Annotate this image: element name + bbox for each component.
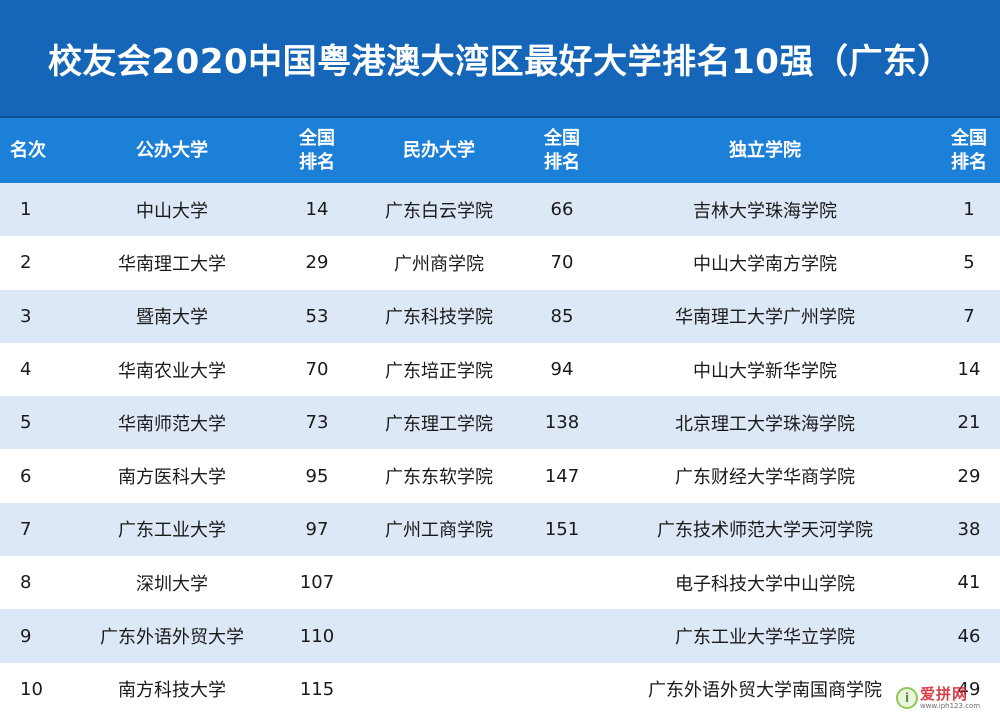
cell-private: 广东培正学院 (385, 360, 493, 382)
table-row: 3 暨南大学 53 广东科技学院 85 华南理工大学广州学院 7 (0, 289, 1000, 343)
cell-public-rank: 14 (305, 199, 329, 221)
table-row: 10 南方科技大学 115 广东外语外贸大学南国商学院 49 (0, 662, 1000, 716)
cell-independent: 广东技术师范大学天河学院 (657, 520, 873, 542)
table-row: 7 广东工业大学 97 广州工商学院 151 广东技术师范大学天河学院 38 (0, 502, 1000, 557)
cell-rank: 8 (20, 572, 32, 594)
cell-independent-rank: 7 (963, 305, 975, 327)
cell-private-rank: 138 (544, 412, 580, 434)
cell-rank: 2 (20, 252, 32, 274)
cell-public: 广东外语外贸大学 (100, 627, 244, 649)
cell-public-rank: 70 (305, 359, 329, 381)
header-public-rank: 全国 排名 (299, 127, 335, 173)
table-row: 6 南方医科大学 95 广东东软学院 147 广东财经大学华商学院 29 (0, 449, 1000, 503)
cell-independent-rank: 46 (957, 625, 981, 647)
cell-independent: 广东外语外贸大学南国商学院 (648, 680, 882, 702)
cell-rank: 4 (20, 359, 32, 381)
site-watermark: i 爱拼网 www.iph123.com (896, 683, 996, 713)
cell-private (346, 663, 532, 716)
cell-independent-rank: 14 (957, 359, 981, 381)
cell-public: 广东工业大学 (118, 520, 226, 542)
cell-private-rank: 94 (550, 359, 574, 381)
cell-rank: 1 (20, 199, 32, 221)
header-private-rank: 全国 排名 (544, 127, 580, 173)
cell-independent: 中山大学新华学院 (693, 360, 837, 382)
ranking-table: 名次 公办大学 全国 排名 民办大学 全国 排名 独立学院 全国 排名 1 中山大学 14… (0, 118, 1000, 716)
cell-public: 中山大学 (136, 200, 208, 222)
cell-private-rank: 70 (550, 252, 574, 274)
title-bar: 校友会2020中国粤港澳大湾区最好大学排名10强（广东） (0, 0, 1000, 118)
cell-private-rank (532, 609, 592, 662)
page-title: 校友会2020中国粤港澳大湾区最好大学排名10强（广东） (48, 41, 952, 82)
cell-private-rank: 85 (550, 305, 574, 327)
cell-public: 南方医科大学 (118, 467, 226, 489)
cell-private: 广东白云学院 (385, 200, 493, 222)
cell-public: 暨南大学 (136, 307, 208, 329)
cell-public: 深圳大学 (136, 573, 208, 595)
cell-private-rank: 151 (544, 518, 580, 540)
table-row: 2 华南理工大学 29 广州商学院 70 中山大学南方学院 5 (0, 236, 1000, 290)
cell-rank: 7 (20, 518, 32, 540)
cell-independent: 广东财经大学华商学院 (675, 467, 855, 489)
cell-independent: 华南理工大学广州学院 (675, 307, 855, 329)
table-body: 1 中山大学 14 广东白云学院 66 吉林大学珠海学院 1 2 华南理工大学 29 广州商学院 70… (0, 183, 1000, 716)
cell-private: 广州商学院 (394, 253, 484, 275)
table-row: 4 华南农业大学 70 广东培正学院 94 中山大学新华学院 14 (0, 342, 1000, 397)
cell-public: 华南理工大学 (118, 253, 226, 275)
cell-public: 华南师范大学 (118, 413, 226, 435)
cell-independent: 广东工业大学华立学院 (675, 627, 855, 649)
watermark-url: www.iph123.com (920, 701, 981, 710)
cell-rank: 3 (20, 305, 32, 327)
cell-rank: 10 (20, 678, 43, 700)
cell-independent: 吉林大学珠海学院 (693, 200, 837, 222)
cell-public-rank: 29 (305, 252, 329, 274)
cell-public-rank: 97 (305, 518, 329, 540)
cell-public-rank: 115 (299, 678, 335, 700)
cell-rank: 6 (20, 465, 32, 487)
cell-private-rank (532, 556, 592, 609)
cell-rank: 9 (20, 625, 32, 647)
cell-private: 广东科技学院 (385, 307, 493, 329)
cell-public: 南方科技大学 (118, 680, 226, 702)
header-independent: 独立学院 (729, 139, 801, 161)
cell-public-rank: 53 (305, 305, 329, 327)
header-private: 民办大学 (403, 139, 475, 161)
cell-independent: 中山大学南方学院 (693, 253, 837, 275)
table-row: 1 中山大学 14 广东白云学院 66 吉林大学珠海学院 1 (0, 183, 1000, 237)
cell-independent: 电子科技大学中山学院 (675, 573, 855, 595)
cell-private (346, 609, 532, 662)
cell-private-rank (532, 663, 592, 716)
cell-public: 华南农业大学 (118, 360, 226, 382)
cell-independent-rank: 49 (957, 678, 981, 700)
table-row: 8 深圳大学 107 电子科技大学中山学院 41 (0, 556, 1000, 610)
cell-private: 广东东软学院 (385, 467, 493, 489)
table-header-row: 名次 公办大学 全国 排名 民办大学 全国 排名 独立学院 全国 排名 (0, 118, 1000, 183)
cell-independent-rank: 38 (957, 518, 981, 540)
table-row: 9 广东外语外贸大学 110 广东工业大学华立学院 46 (0, 609, 1000, 663)
cell-independent-rank: 29 (957, 465, 981, 487)
header-rank: 名次 (10, 139, 46, 161)
watermark-text: 爱拼网 (920, 684, 969, 703)
header-public: 公办大学 (136, 139, 208, 161)
header-independent-rank: 全国 排名 (951, 127, 987, 173)
cell-independent-rank: 1 (963, 199, 975, 221)
cell-rank: 5 (20, 412, 32, 434)
cell-private-rank: 147 (544, 465, 580, 487)
cell-private: 广州工商学院 (385, 520, 493, 542)
table-row: 5 华南师范大学 73 广东理工学院 138 北京理工大学珠海学院 21 (0, 396, 1000, 450)
cell-independent-rank: 5 (963, 252, 975, 274)
cell-public-rank: 110 (299, 625, 335, 647)
cell-public-rank: 107 (299, 572, 335, 594)
cell-public-rank: 95 (305, 465, 329, 487)
cell-independent-rank: 41 (957, 572, 981, 594)
cell-public-rank: 73 (305, 412, 329, 434)
cell-private (346, 556, 532, 609)
cell-private-rank: 66 (550, 199, 574, 221)
cell-independent-rank: 21 (957, 412, 981, 434)
cell-private: 广东理工学院 (385, 413, 493, 435)
watermark-logo-icon: i (896, 687, 918, 709)
cell-independent: 北京理工大学珠海学院 (675, 413, 855, 435)
